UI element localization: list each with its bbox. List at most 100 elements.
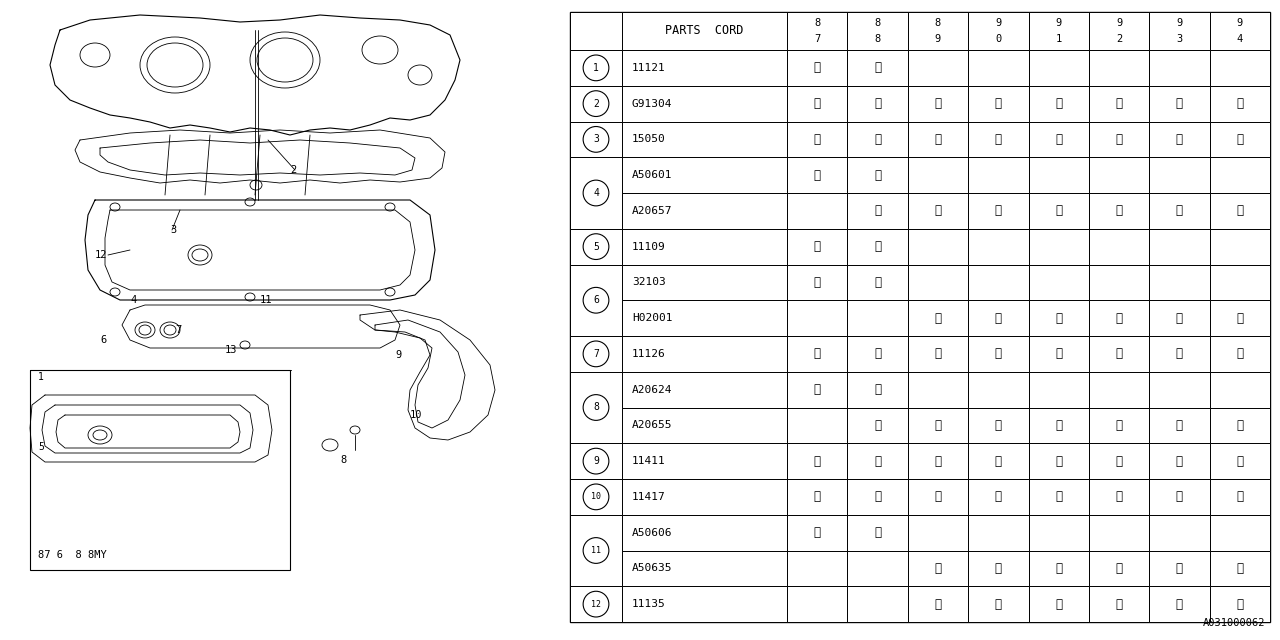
Text: ※: ※	[814, 61, 820, 74]
Text: ※: ※	[934, 348, 942, 360]
Bar	[1089, 122, 1149, 157]
Bar	[570, 264, 622, 336]
Text: 3: 3	[170, 225, 177, 235]
Text: ※: ※	[1055, 454, 1062, 468]
Text: ※: ※	[1115, 97, 1123, 110]
Bar	[1029, 264, 1089, 300]
Bar	[622, 12, 787, 50]
Bar	[787, 157, 847, 193]
Text: ※: ※	[1055, 419, 1062, 432]
Bar	[1029, 550, 1089, 586]
Bar	[847, 336, 908, 372]
Bar	[1089, 228, 1149, 264]
Bar	[1210, 50, 1270, 86]
Text: ※: ※	[874, 61, 881, 74]
Text: ※: ※	[995, 348, 1002, 360]
Text: ※: ※	[874, 348, 881, 360]
Text: ※: ※	[934, 97, 942, 110]
Bar	[968, 444, 1029, 479]
Bar	[1089, 264, 1149, 300]
Text: ※: ※	[1236, 97, 1243, 110]
Bar	[1210, 12, 1270, 50]
Text: ※: ※	[1176, 348, 1183, 360]
Text: ※: ※	[1055, 133, 1062, 146]
Text: ※: ※	[934, 562, 942, 575]
Bar	[787, 193, 847, 228]
Text: 8: 8	[934, 19, 941, 28]
Text: 32103: 32103	[632, 277, 666, 287]
Bar	[787, 122, 847, 157]
Bar	[1149, 50, 1210, 86]
Text: ※: ※	[874, 419, 881, 432]
Text: ※: ※	[1176, 133, 1183, 146]
Text: ※: ※	[1115, 419, 1123, 432]
Text: ※: ※	[814, 454, 820, 468]
Bar	[787, 86, 847, 122]
Text: ※: ※	[814, 526, 820, 539]
Bar	[1210, 193, 1270, 228]
Bar	[570, 372, 622, 444]
Bar	[968, 408, 1029, 444]
Bar	[1210, 157, 1270, 193]
Bar	[1089, 586, 1149, 622]
Text: ※: ※	[1236, 454, 1243, 468]
Bar	[1029, 300, 1089, 336]
Bar	[968, 157, 1029, 193]
Bar	[1149, 86, 1210, 122]
Text: A50606: A50606	[632, 527, 672, 538]
Text: ※: ※	[1176, 312, 1183, 324]
Bar	[570, 12, 1270, 622]
Bar	[1029, 228, 1089, 264]
Bar	[908, 12, 968, 50]
Bar	[1149, 264, 1210, 300]
Text: 15050: 15050	[632, 134, 666, 145]
Bar	[1089, 372, 1149, 408]
Text: 5: 5	[38, 442, 44, 452]
Bar	[1210, 228, 1270, 264]
Bar	[1029, 336, 1089, 372]
Text: ※: ※	[1176, 562, 1183, 575]
Bar	[622, 479, 787, 515]
Text: ※: ※	[814, 276, 820, 289]
Text: 11109: 11109	[632, 242, 666, 252]
Text: ※: ※	[995, 562, 1002, 575]
Bar	[622, 264, 787, 300]
Bar	[847, 586, 908, 622]
Bar	[622, 157, 787, 193]
Bar	[570, 122, 622, 157]
Bar	[1089, 336, 1149, 372]
Text: 9: 9	[593, 456, 599, 466]
Bar	[1089, 515, 1149, 550]
Text: ※: ※	[1115, 490, 1123, 504]
Bar	[968, 300, 1029, 336]
Bar	[847, 408, 908, 444]
Text: ※: ※	[1236, 419, 1243, 432]
Text: ※: ※	[1236, 204, 1243, 218]
Text: ※: ※	[1176, 490, 1183, 504]
Bar	[1089, 50, 1149, 86]
Bar	[908, 444, 968, 479]
Bar	[908, 264, 968, 300]
Text: ※: ※	[1176, 97, 1183, 110]
Text: ※: ※	[874, 383, 881, 396]
Text: 8: 8	[340, 455, 347, 465]
Text: A50635: A50635	[632, 563, 672, 573]
Bar	[1029, 86, 1089, 122]
Bar	[1029, 122, 1089, 157]
Bar	[847, 12, 908, 50]
Bar	[787, 264, 847, 300]
Bar	[1089, 408, 1149, 444]
Bar	[787, 228, 847, 264]
Text: ※: ※	[1115, 312, 1123, 324]
Text: ※: ※	[874, 526, 881, 539]
Bar	[1210, 264, 1270, 300]
Bar	[1029, 157, 1089, 193]
Bar	[968, 515, 1029, 550]
Bar	[968, 50, 1029, 86]
Bar	[847, 157, 908, 193]
Text: 6: 6	[593, 295, 599, 305]
Bar	[968, 12, 1029, 50]
Text: ※: ※	[1176, 598, 1183, 611]
Bar	[1149, 336, 1210, 372]
Text: ※: ※	[934, 312, 942, 324]
